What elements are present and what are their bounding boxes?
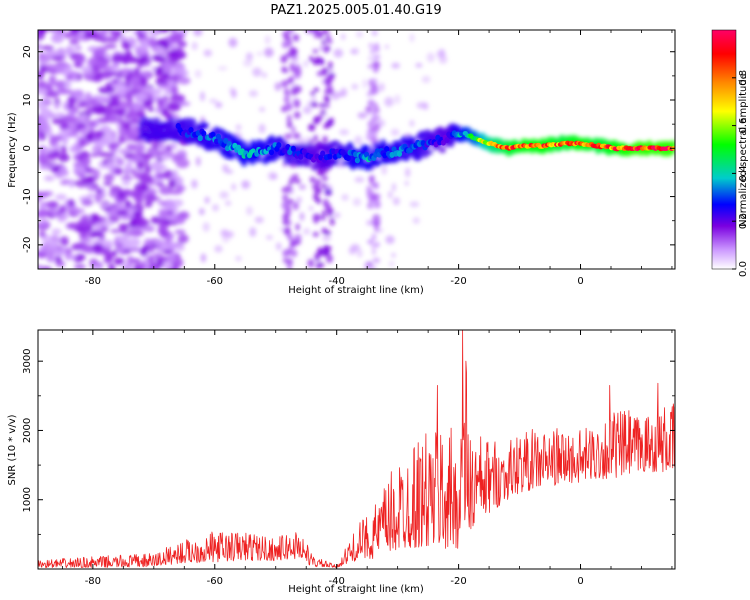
- spectrogram-x-tick: -40: [329, 276, 345, 287]
- spectrogram-y-tick: -20: [22, 237, 33, 253]
- snr-axes: -80 -60 -40 -20 0 1000 2000 3000: [22, 330, 675, 587]
- spectrogram-y-tick: 10: [22, 94, 33, 107]
- spectrogram-panel: -80 -60 -40 -20 0 -20 -10 0 10 20 Height of strai…: [7, 29, 676, 296]
- colorbar: 0.0 0.2 0.4 0.6 0.8 Normalized spectral ampl…: [711, 29, 749, 277]
- spectrogram-y-tick: 20: [22, 45, 33, 58]
- colorbar-tick: 0.6: [738, 118, 749, 134]
- spectrogram-y-label: Frequency (Hz): [7, 112, 18, 188]
- spectrogram-y-tick: -10: [22, 188, 33, 204]
- spectrogram-heatmap: [38, 30, 675, 269]
- snr-x-label: Height of straight line (km): [288, 584, 424, 595]
- snr-panel: -80 -60 -40 -20 0 1000 2000 3000 Height of stra…: [7, 329, 676, 595]
- snr-x-tick: -40: [329, 576, 345, 587]
- colorbar-tick: 0.4: [738, 165, 749, 181]
- snr-x-tick: -80: [85, 576, 101, 587]
- colorbar-tick: 0.2: [738, 213, 749, 229]
- spectrogram-x-tick: -60: [207, 276, 223, 287]
- snr-x-tick: -60: [207, 576, 223, 587]
- colorbar-tick: 0.0: [738, 261, 749, 277]
- colorbar-scale: [711, 29, 737, 270]
- figure-title: PAZ1.2025.005.01.40.G19: [270, 3, 441, 18]
- colorbar-tick: 0.8: [738, 70, 749, 86]
- snr-y-tick: 2000: [22, 418, 33, 443]
- spectrogram-axes: -80 -60 -40 -20 0 -20 -10 0 10 20: [22, 30, 675, 287]
- spectrogram-x-tick: 0: [577, 276, 583, 287]
- snr-x-tick: 0: [577, 576, 583, 587]
- snr-y-label: SNR (10 * v/v): [7, 414, 18, 485]
- snr-series-line: [38, 330, 675, 568]
- snr-y-tick: 1000: [22, 487, 33, 512]
- spectrogram-x-tick: -80: [85, 276, 101, 287]
- spectrogram-y-tick: 0: [22, 145, 33, 151]
- snr-y-tick: 3000: [22, 348, 33, 373]
- snr-x-tick: -20: [450, 576, 466, 587]
- spectrogram-x-label: Height of straight line (km): [288, 285, 424, 296]
- colorbar-ticks: 0.0 0.2 0.4 0.6 0.8: [732, 70, 749, 277]
- colorbar-label: Normalized spectral amplitude: [738, 73, 749, 227]
- spectrogram-x-tick: -20: [450, 276, 466, 287]
